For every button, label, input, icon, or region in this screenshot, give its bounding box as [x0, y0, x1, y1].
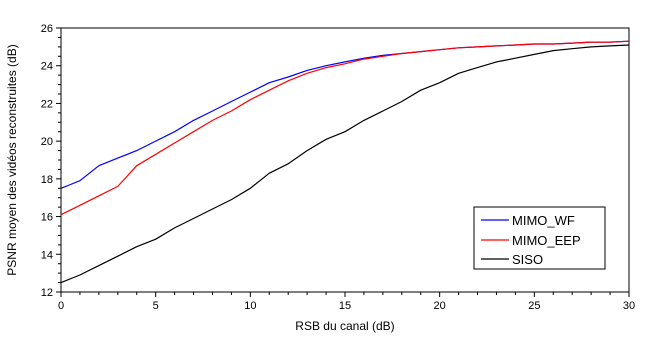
- y-axis-label: PSNR moyen des vidéos reconstruites (dB): [5, 44, 19, 275]
- series-line-mimo-eep: [60, 40, 630, 216]
- legend-label-mimo-wf: MIMO_WF: [512, 213, 575, 228]
- series-line-siso: [60, 44, 630, 284]
- x-tick-label: 20: [434, 300, 446, 312]
- y-tick-label: 24: [41, 61, 53, 73]
- y-tick-label: 26: [41, 23, 53, 35]
- series-lines: [60, 40, 630, 284]
- y-tick-label: 18: [41, 174, 53, 186]
- y-tick-label: 14: [41, 249, 53, 261]
- x-tick-label: 5: [153, 300, 159, 312]
- x-axis: 0 5 10 15 20 25 30: [58, 292, 635, 312]
- x-tick-label: 10: [244, 300, 256, 312]
- y-tick-label: 22: [41, 98, 53, 110]
- legend-label-siso: SISO: [512, 252, 543, 267]
- x-tick-label: 0: [58, 300, 64, 312]
- y-tick-label: 16: [41, 212, 53, 224]
- legend-label-mimo-eep: MIMO_EEP: [512, 233, 581, 248]
- y-axis: 12 14 16 18 20 22 24 26: [41, 23, 61, 299]
- y-tick-label: 20: [41, 136, 53, 148]
- x-tick-label: 30: [623, 300, 635, 312]
- y-tick-label: 12: [41, 287, 53, 299]
- legend: MIMO_WF MIMO_EEP SISO: [473, 206, 606, 270]
- x-tick-label: 15: [339, 300, 351, 312]
- x-axis-label: RSB du canal (dB): [295, 319, 394, 333]
- x-tick-label: 25: [528, 300, 540, 312]
